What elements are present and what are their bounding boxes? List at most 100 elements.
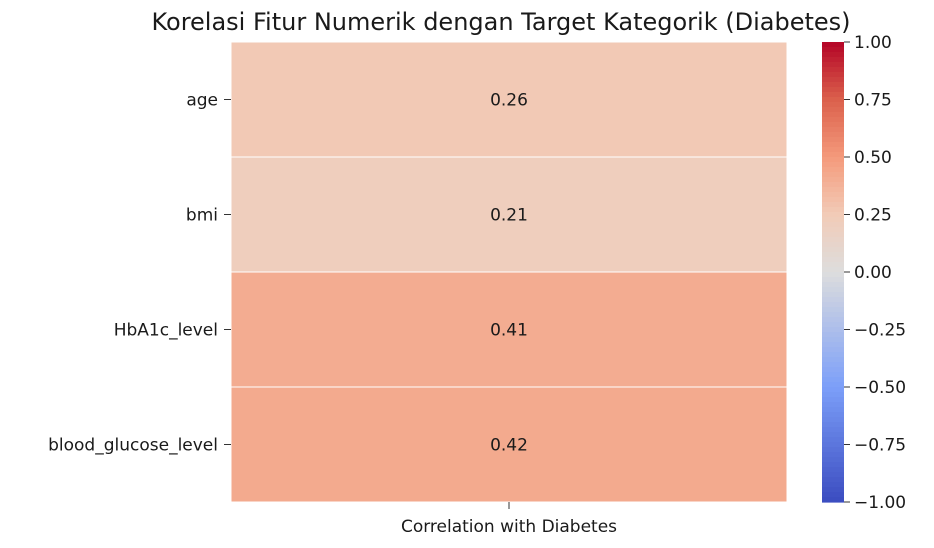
colorbar-strip: [822, 387, 844, 393]
colorbar-strip: [822, 217, 844, 223]
colorbar-tick-label: 0.00: [854, 263, 892, 283]
colorbar-strip: [822, 87, 844, 93]
colorbar-strip: [822, 392, 844, 398]
colorbar-tick-label: −0.50: [854, 378, 906, 398]
colorbar-strip: [822, 307, 844, 313]
colorbar-strip: [822, 92, 844, 98]
heatmap-cell: [230, 156, 788, 273]
cell-value-label: 0.41: [490, 321, 528, 341]
colorbar-strip: [822, 232, 844, 238]
colorbar-strip: [822, 492, 844, 498]
row-label: blood_glucose_level: [48, 436, 218, 456]
colorbar-tick-label: 0.50: [854, 148, 892, 168]
colorbar-strip: [822, 227, 844, 233]
colorbar-strip: [822, 382, 844, 388]
colorbar-strip: [822, 172, 844, 178]
colorbar-strip: [822, 417, 844, 423]
row-labels: age bmi HbA1c_level blood_glucose_level: [48, 91, 231, 456]
colorbar-strip: [822, 222, 844, 228]
colorbar-strip: [822, 412, 844, 418]
colorbar-strip: [822, 182, 844, 188]
colorbar-strip: [822, 297, 844, 303]
colorbar-strip: [822, 457, 844, 463]
colorbar-tick-label: 1.00: [854, 33, 892, 53]
cell-value-label: 0.21: [490, 206, 528, 226]
colorbar-strip: [822, 167, 844, 173]
colorbar-strip: [822, 472, 844, 478]
cell-value-label: 0.42: [490, 436, 528, 456]
colorbar-strip: [822, 482, 844, 488]
colorbar-strip: [822, 292, 844, 298]
colorbar-strip: [822, 497, 844, 503]
colorbar-strip: [822, 52, 844, 58]
colorbar-tick-label: −1.00: [854, 493, 906, 513]
colorbar-strip: [822, 262, 844, 268]
colorbar-strip: [822, 142, 844, 148]
colorbar-strip: [822, 267, 844, 273]
colorbar-tick-label: 0.75: [854, 91, 892, 111]
colorbar-strip: [822, 77, 844, 83]
colorbar-strip: [822, 107, 844, 113]
colorbar-strip: [822, 42, 844, 48]
colorbar-strip: [822, 487, 844, 493]
colorbar-strip: [822, 317, 844, 323]
colorbar-strip: [822, 332, 844, 338]
colorbar-strip: [822, 177, 844, 183]
colorbar-strip: [822, 237, 844, 243]
colorbar-strip: [822, 207, 844, 213]
colorbar-strip: [822, 302, 844, 308]
colorbar-strip: [822, 112, 844, 118]
colorbar-strip: [822, 212, 844, 218]
colorbar-strip: [822, 287, 844, 293]
colorbar-strip: [822, 132, 844, 138]
colorbar-strip: [822, 187, 844, 193]
colorbar-strip: [822, 117, 844, 123]
colorbar-strip: [822, 437, 844, 443]
colorbar-strip: [822, 402, 844, 408]
column-label: Correlation with Diabetes: [401, 517, 617, 537]
colorbar-strip: [822, 452, 844, 458]
colorbar-strip: [822, 202, 844, 208]
colorbar-strip: [822, 72, 844, 78]
colorbar-strip: [822, 197, 844, 203]
colorbar-strip: [822, 147, 844, 153]
colorbar-strip: [822, 342, 844, 348]
chart-title: Korelasi Fitur Numerik dengan Target Kat…: [151, 8, 850, 36]
heatmap-cells: 0.26 0.21 0.41 0.42: [230, 41, 788, 503]
colorbar-strip: [822, 327, 844, 333]
row-label: age: [186, 91, 218, 111]
colorbar-strip: [822, 242, 844, 248]
colorbar-strip: [822, 372, 844, 378]
colorbar-strip: [822, 427, 844, 433]
colorbar-strip: [822, 362, 844, 368]
column-labels: Correlation with Diabetes: [401, 502, 617, 537]
colorbar-strip: [822, 277, 844, 283]
colorbar-strip: [822, 377, 844, 383]
colorbar-strip: [822, 82, 844, 88]
colorbar-strip: [822, 127, 844, 133]
colorbar-strip: [822, 447, 844, 453]
colorbar-strip: [822, 97, 844, 103]
row-label: HbA1c_level: [114, 321, 218, 341]
colorbar-strip: [822, 272, 844, 278]
colorbar-strip: [822, 347, 844, 353]
colorbar-strip: [822, 67, 844, 73]
colorbar-strip: [822, 367, 844, 373]
colorbar-strip: [822, 247, 844, 253]
colorbar-strip: [822, 257, 844, 263]
cell-value-label: 0.26: [490, 91, 528, 111]
colorbar-strip: [822, 422, 844, 428]
colorbar-strip: [822, 162, 844, 168]
colorbar-strip: [822, 462, 844, 468]
colorbar-strip: [822, 352, 844, 358]
colorbar-strip: [822, 322, 844, 328]
heatmap-cell: [230, 41, 788, 158]
colorbar-strip: [822, 62, 844, 68]
colorbar-strip: [822, 57, 844, 63]
colorbar-strip: [822, 397, 844, 403]
heatmap-cell: [230, 271, 788, 388]
colorbar-strip: [822, 357, 844, 363]
colorbar-strip: [822, 432, 844, 438]
colorbar-strip: [822, 157, 844, 163]
